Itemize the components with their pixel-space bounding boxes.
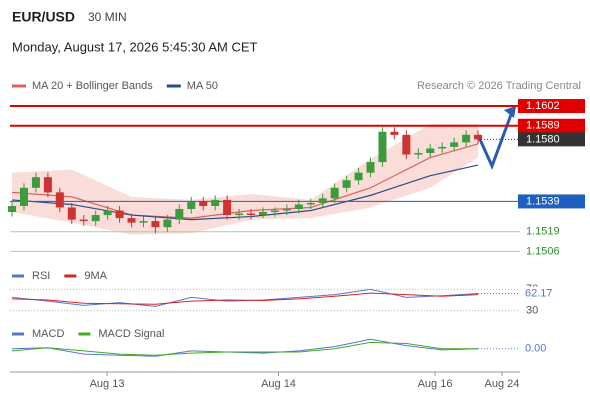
indicator-line	[11, 341, 479, 356]
symbol: EUR/USD	[12, 9, 75, 25]
candle-body	[462, 134, 471, 143]
candle-body	[366, 162, 375, 173]
candle-body	[414, 152, 423, 155]
value-label-bg	[521, 341, 561, 356]
candle-body	[151, 221, 160, 228]
indicator-line	[11, 288, 479, 307]
indicator-line	[12, 338, 479, 357]
candle-body	[247, 213, 256, 216]
datetime: Monday, August 17, 2026 5:45:30 AM CET	[12, 39, 258, 54]
candle-body	[91, 215, 100, 222]
timeframe: 30 MIN	[88, 10, 127, 24]
candle-body	[19, 187, 28, 206]
level-box	[518, 132, 585, 147]
candle-body	[378, 131, 387, 163]
x-tick-label: Aug 13	[90, 378, 125, 390]
candle-body	[55, 192, 64, 208]
candle-body	[199, 201, 208, 206]
candle-body	[450, 142, 459, 147]
credit: Research © 2026 Trading Central	[417, 80, 581, 92]
level-label: 1.1589	[526, 120, 560, 132]
bollinger-band	[12, 124, 479, 235]
candle-body	[426, 148, 435, 153]
candle-body	[342, 180, 351, 188]
legend-label: MACD Signal	[98, 328, 164, 340]
candle-body	[354, 172, 363, 181]
level-box	[518, 99, 585, 114]
candle-body	[235, 213, 244, 216]
legend-label: MA 50	[187, 80, 218, 92]
level-label: 1.1539	[526, 195, 560, 207]
candle-body	[127, 218, 136, 223]
candle-body	[175, 209, 184, 220]
level-label: 1.1519	[526, 226, 560, 238]
x-tick-label: Aug 24	[485, 378, 520, 390]
candle-body	[31, 177, 40, 188]
legend-label: MA 20 + Bollinger Bands	[32, 80, 153, 92]
level-label: 1.1602	[526, 100, 560, 112]
x-tick-label: Aug 14	[261, 378, 296, 390]
candle-body	[163, 219, 172, 228]
candle-body	[282, 209, 291, 211]
candle-body	[8, 205, 17, 213]
candle-body	[402, 134, 411, 155]
candle-body	[294, 204, 303, 210]
candle-body	[187, 201, 196, 210]
candle-body	[103, 210, 112, 216]
indicator-line	[12, 292, 479, 305]
candle-body	[330, 187, 339, 199]
value-label: 0.00	[525, 343, 546, 355]
candle-body	[79, 219, 88, 222]
candle-body	[139, 221, 148, 223]
level-label: 1.1580	[526, 133, 560, 145]
candle-body	[115, 210, 124, 219]
value-label-bg	[521, 286, 561, 301]
candle-body	[474, 134, 483, 140]
candle-body	[258, 212, 267, 216]
legend-label: MACD	[32, 328, 64, 340]
x-tick-label: Aug 16	[418, 378, 453, 390]
candle-body	[318, 198, 327, 203]
candle-body	[306, 202, 315, 205]
forecast-arrowhead	[504, 106, 516, 118]
candle-body	[270, 210, 279, 213]
candle-body	[223, 199, 232, 216]
legend-label: RSI	[32, 270, 50, 282]
candle-body	[390, 131, 399, 135]
y-tick-label: 30	[526, 305, 538, 317]
value-label: 62.17	[525, 287, 553, 299]
forecast-arrow	[476, 111, 514, 170]
level-box	[518, 194, 585, 209]
candle-body	[211, 199, 220, 206]
candle-body	[43, 177, 52, 193]
level-box	[518, 118, 585, 133]
candle-body	[438, 146, 447, 149]
legend-label: 9MA	[84, 270, 107, 282]
candle-body	[67, 207, 76, 220]
level-label: 1.1506	[526, 245, 560, 257]
